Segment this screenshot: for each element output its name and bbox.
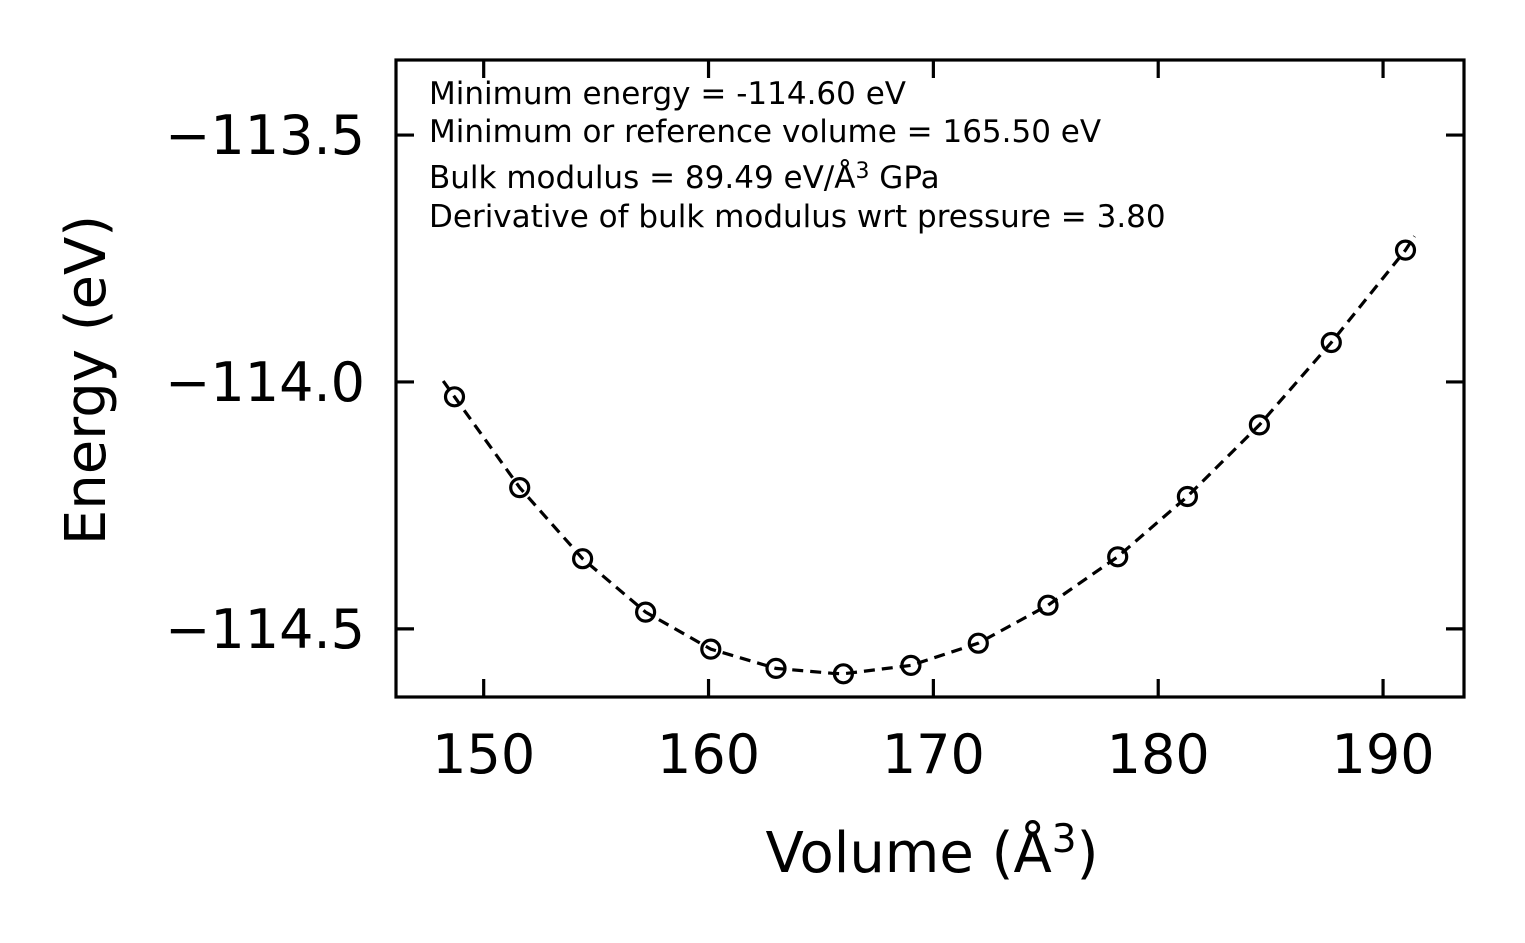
y-axis-label: Energy (eV) [54, 215, 119, 545]
annotation-min-energy: Minimum energy = -114.60 eV [429, 76, 906, 112]
data-point [509, 477, 531, 499]
y-tick-label: −114.5 [165, 598, 365, 661]
data-point [967, 632, 989, 654]
y-tick-label: −114.0 [165, 351, 365, 414]
data-point [765, 657, 787, 680]
data-point [1320, 331, 1342, 354]
data-point [1394, 239, 1417, 261]
x-axis-label-close: ) [1077, 821, 1099, 886]
bulk-modulus-superscript: 3 [855, 159, 869, 184]
y-tick-label: −113.5 [165, 104, 365, 167]
axis-ticks-layer [396, 60, 1464, 697]
annotation-min-volume: Minimum or reference volume = 165.50 eV [429, 114, 1101, 150]
data-point [832, 663, 855, 685]
x-tick-label: 160 [657, 723, 760, 786]
x-tick-label: 170 [882, 723, 985, 786]
tick-labels-layer: 150 160 170 180 190 −113.5 −114.0 −114.5 [165, 104, 1434, 786]
x-axis-label-text: Volume (Å [766, 820, 1052, 886]
data-points-layer [443, 239, 1417, 685]
data-point [571, 548, 594, 570]
data-point [1037, 594, 1059, 616]
fit-curve [441, 235, 1416, 676]
x-tick-label: 180 [1107, 723, 1210, 786]
x-axis-label: Volume (Å3) [766, 817, 1099, 886]
data-point [443, 386, 466, 408]
x-tick-label: 150 [432, 723, 535, 786]
data-point [1107, 546, 1129, 568]
bulk-modulus-unit: GPa [869, 160, 939, 196]
data-point [1248, 414, 1271, 436]
fit-curve-layer [441, 235, 1416, 676]
data-point [900, 654, 922, 677]
annotation-bulk-modulus: Bulk modulus = 89.49 eV/Å3 GPa [429, 159, 940, 196]
data-point [1176, 485, 1199, 508]
plot-frame [394, 58, 1466, 699]
x-axis-label-superscript: 3 [1052, 817, 1077, 862]
data-point [634, 601, 657, 623]
bulk-modulus-text: Bulk modulus = 89.49 eV/Å [429, 160, 855, 196]
data-point [700, 638, 722, 660]
annotation-derivative: Derivative of bulk modulus wrt pressure … [429, 199, 1166, 235]
x-tick-label: 190 [1332, 723, 1435, 786]
